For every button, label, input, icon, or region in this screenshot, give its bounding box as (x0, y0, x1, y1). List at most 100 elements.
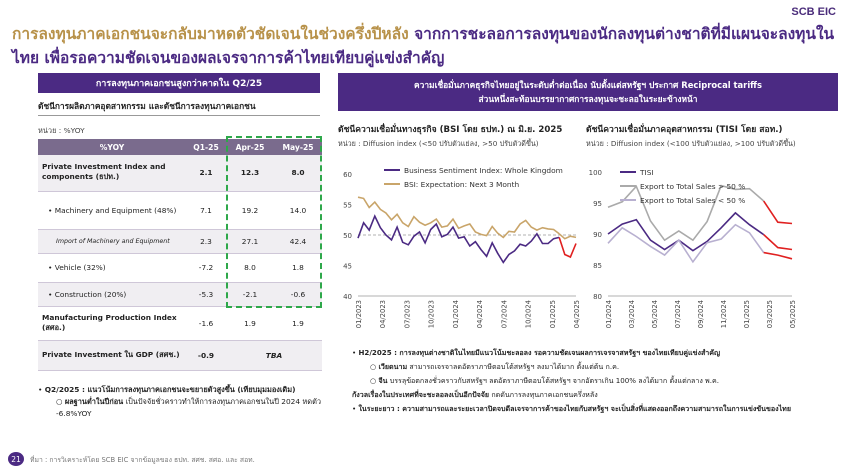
left-banner: การลงทุนภาคเอกชนสูงกว่าคาดใน Q2/25 (38, 73, 320, 93)
note-policy-rest: กดดันการลงทุนภาคเอกชนครึ่งหลัง (489, 390, 598, 399)
cell-apr: -2.1 (226, 282, 274, 307)
x-tick-label: 01/2025 (743, 300, 751, 328)
note-china: ○ จีน บรรลุข้อตกลงชั่วคราวกับสหรัฐฯ ลดอั… (370, 376, 719, 385)
x-tick-label: 11/2024 (720, 300, 728, 328)
header-may: May-25 (274, 139, 322, 155)
y-tick-label: 90 (593, 231, 602, 239)
x-tick-label: 03/2025 (766, 300, 774, 328)
investment-table: %YOY Q1-25 Apr-25 May-25 Private Investm… (38, 139, 322, 371)
header-yoy: %YOY (38, 139, 186, 155)
x-tick-label: 05/2025 (789, 300, 797, 328)
note-q2-text: Q2/2025 : แนวโน้มการลงทุนภาคเอกชนจะขยายต… (44, 385, 296, 394)
series-line-recent (763, 251, 793, 260)
x-tick-label: 07/2024 (674, 300, 682, 328)
y-tick-label: 45 (343, 263, 352, 271)
series-line (607, 184, 765, 242)
x-tick-label: 04/2023 (379, 300, 387, 328)
note-long: • ในระยะยาว : ความสามารถและระยะเวลาปิดจบ… (352, 404, 791, 413)
row-label: Private Investment Index and components … (38, 155, 186, 192)
x-tick-label: 07/2023 (403, 300, 411, 328)
x-tick-label: 01/2024 (452, 300, 460, 328)
cell-may: 1.9 (274, 306, 322, 341)
note-policy: กังวลเรื่องในประเทศที่จะชะลอลงเป็นอีกปัจ… (352, 388, 842, 402)
bsi-chart: 40 45 50 55 60 01/2023 04/2023 07/2023 10/2023 01… (343, 166, 580, 328)
x-tick-label: 10/2023 (428, 300, 436, 328)
row-label: • Machinery and Equipment (48%) (38, 191, 186, 230)
right-banner-line1: ความเชื่อมั่นภาคธุรกิจไทยอยู่ในระดับต่ำต… (414, 80, 762, 90)
y-tick-label: 40 (343, 293, 352, 301)
title-rest: จากการชะลอการลงทุนของนักลงทุนต่างชาติที่… (12, 25, 835, 67)
note-vietnam-head: เวียดนาม (378, 362, 408, 371)
x-tick-label: 01/2024 (605, 300, 613, 328)
x-tick-label: 01/2025 (549, 300, 557, 328)
series-line (357, 214, 560, 264)
y-tick-label: 95 (593, 200, 602, 208)
table-header-row: %YOY Q1-25 Apr-25 May-25 (38, 139, 322, 155)
legend-label: Export to Total Sales < 50 % (640, 196, 745, 205)
source-note: ที่มา : การวิเคราะห์โดย SCB EIC จากข้อมู… (30, 456, 255, 464)
bsi-chart-title: ดัชนีความเชื่อมั่นทางธุรกิจ (BSI โดย ธปท… (338, 125, 563, 135)
note-long-text: ในระยะยาว : ความสามารถและระยะเวลาปิดจบดี… (358, 404, 791, 413)
series-line-recent (558, 237, 577, 259)
tisi-chart: 80 85 90 95 100 01/2024 03/2024 05/2024 07/2024 0… (589, 168, 797, 328)
table-row: Private Investment Index and components … (38, 155, 322, 192)
cell-apr: 1.9 (226, 306, 274, 341)
series-line-tail (558, 233, 577, 240)
series-line (607, 211, 765, 252)
cell-may: 42.4 (274, 229, 322, 254)
row-label: • Vehicle (32%) (38, 253, 186, 283)
series-line (357, 196, 560, 239)
row-label: Private Investment ใน GDP (สศช.) (38, 340, 186, 371)
right-notes: • H2/2025 : การลงทุนต่างชาติในไทยมีแนวโน… (352, 346, 842, 416)
cell-may: 8.0 (274, 155, 322, 192)
x-tick-label: 10/2024 (525, 300, 533, 328)
cell-q1: -7.2 (186, 253, 226, 283)
tisi-chart-unit: หน่วย : Diffusion index (<100 ปรับตัวแย่… (586, 139, 796, 148)
table-row: Private Investment ใน GDP (สศช.) -0.9 TB… (38, 340, 322, 371)
note-h2-text: H2/2025 : การลงทุนต่างชาติในไทยมีแนวโน้ม… (358, 348, 721, 357)
table-row: • Vehicle (32%) -7.2 8.0 1.8 (38, 253, 322, 283)
cell-q1: 2.1 (186, 155, 226, 192)
x-tick-label: 01/2023 (355, 300, 363, 328)
note-china-rest: บรรลุข้อตกลงชั่วคราวกับสหรัฐฯ ลดอัตราภาษ… (387, 376, 719, 385)
y-tick-label: 100 (589, 169, 602, 177)
header-q1: Q1-25 (186, 139, 226, 155)
legend-label: BSI: Expectation: Next 3 Month (404, 180, 520, 189)
x-tick-label: 03/2024 (628, 300, 636, 328)
table-row: Manufacturing Production Index (สศอ.) -1… (38, 306, 322, 341)
series-line-recent (763, 234, 793, 251)
cell-q1: -5.3 (186, 282, 226, 307)
cell-apr: 12.3 (226, 155, 274, 192)
cell-q1: 7.1 (186, 191, 226, 230)
y-tick-label: 85 (593, 262, 602, 270)
y-tick-label: 60 (343, 171, 352, 179)
table-unit: หน่วย : %YOY (38, 126, 85, 135)
note-china-head: จีน (378, 376, 388, 385)
note-base: ○ ผลฐานต่ำในปีก่อน เป็นปัจจัยชั่วคราวทำใ… (56, 397, 322, 418)
cell-q1: 2.3 (186, 229, 226, 254)
y-tick-label: 80 (593, 293, 602, 301)
note-policy-head: กังวลเรื่องในประเทศที่จะชะลอลงเป็นอีกปัจ… (352, 390, 490, 399)
right-banner: ความเชื่อมั่นภาคธุรกิจไทยอยู่ในระดับต่ำต… (338, 73, 838, 111)
series-line (607, 223, 765, 264)
row-label: Manufacturing Production Index (สศอ.) (38, 306, 186, 341)
table-row: • Construction (20%) -5.3 -2.1 -0.6 (38, 282, 322, 307)
note-q2: • Q2/2025 : แนวโน้มการลงทุนภาคเอกชนจะขยา… (38, 385, 296, 394)
table-row: Import of Machinery and Equipment 2.3 27… (38, 229, 322, 254)
header-apr: Apr-25 (226, 139, 274, 155)
note-base-rest: เป็นปัจจัยชั่วคราวทำให้การลงทุนภาคเอกชนใ… (56, 397, 322, 418)
table-row: • Machinery and Equipment (48%) 7.1 19.2… (38, 191, 322, 230)
bsi-chart-unit: หน่วย : Diffusion index (<50 ปรับตัวแย่ล… (338, 139, 539, 148)
cell-tba: TBA (226, 340, 322, 371)
table-title: ดัชนีการผลิตภาคอุตสาหกรรม และดัชนีการลงท… (38, 99, 320, 116)
legend-label: TISI (639, 168, 654, 177)
series-line-recent (763, 200, 793, 225)
left-notes: • Q2/2025 : แนวโน้มการลงทุนภาคเอกชนจะขยา… (38, 384, 328, 420)
x-tick-label: 07/2024 (500, 300, 508, 328)
note-h2: • H2/2025 : การลงทุนต่างชาติในไทยมีแนวโน… (352, 348, 721, 357)
brand-logo: SCB EIC (791, 6, 836, 18)
highlight-box (226, 136, 322, 308)
y-tick-label: 50 (343, 232, 352, 240)
x-tick-label: 04/2025 (573, 300, 580, 328)
cell-q1: -0.9 (186, 340, 226, 371)
